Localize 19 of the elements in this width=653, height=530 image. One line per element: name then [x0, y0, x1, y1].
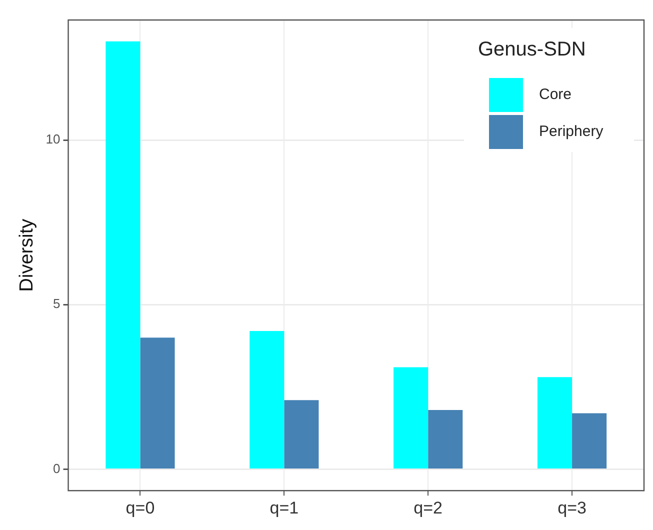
y-tick-label: 5 — [53, 296, 60, 312]
y-tick-label: 0 — [53, 460, 60, 476]
x-tick-label: q=2 — [414, 498, 443, 518]
bar — [250, 330, 284, 468]
bar — [394, 367, 428, 468]
y-axis-title: Diversity — [16, 218, 38, 292]
bar — [428, 410, 463, 468]
x-tick-label: q=3 — [558, 498, 586, 518]
bar — [537, 377, 572, 468]
bar — [140, 338, 175, 468]
bar — [284, 400, 319, 468]
bar — [106, 41, 140, 468]
legend-label: Periphery — [539, 123, 604, 140]
bar — [572, 413, 607, 468]
legend-title: Genus-SDN — [478, 38, 586, 61]
x-tick-label: q=0 — [126, 498, 155, 518]
y-tick-label: 10 — [46, 132, 60, 147]
legend-label: Core — [539, 86, 572, 104]
x-tick-label: q=1 — [270, 498, 299, 518]
